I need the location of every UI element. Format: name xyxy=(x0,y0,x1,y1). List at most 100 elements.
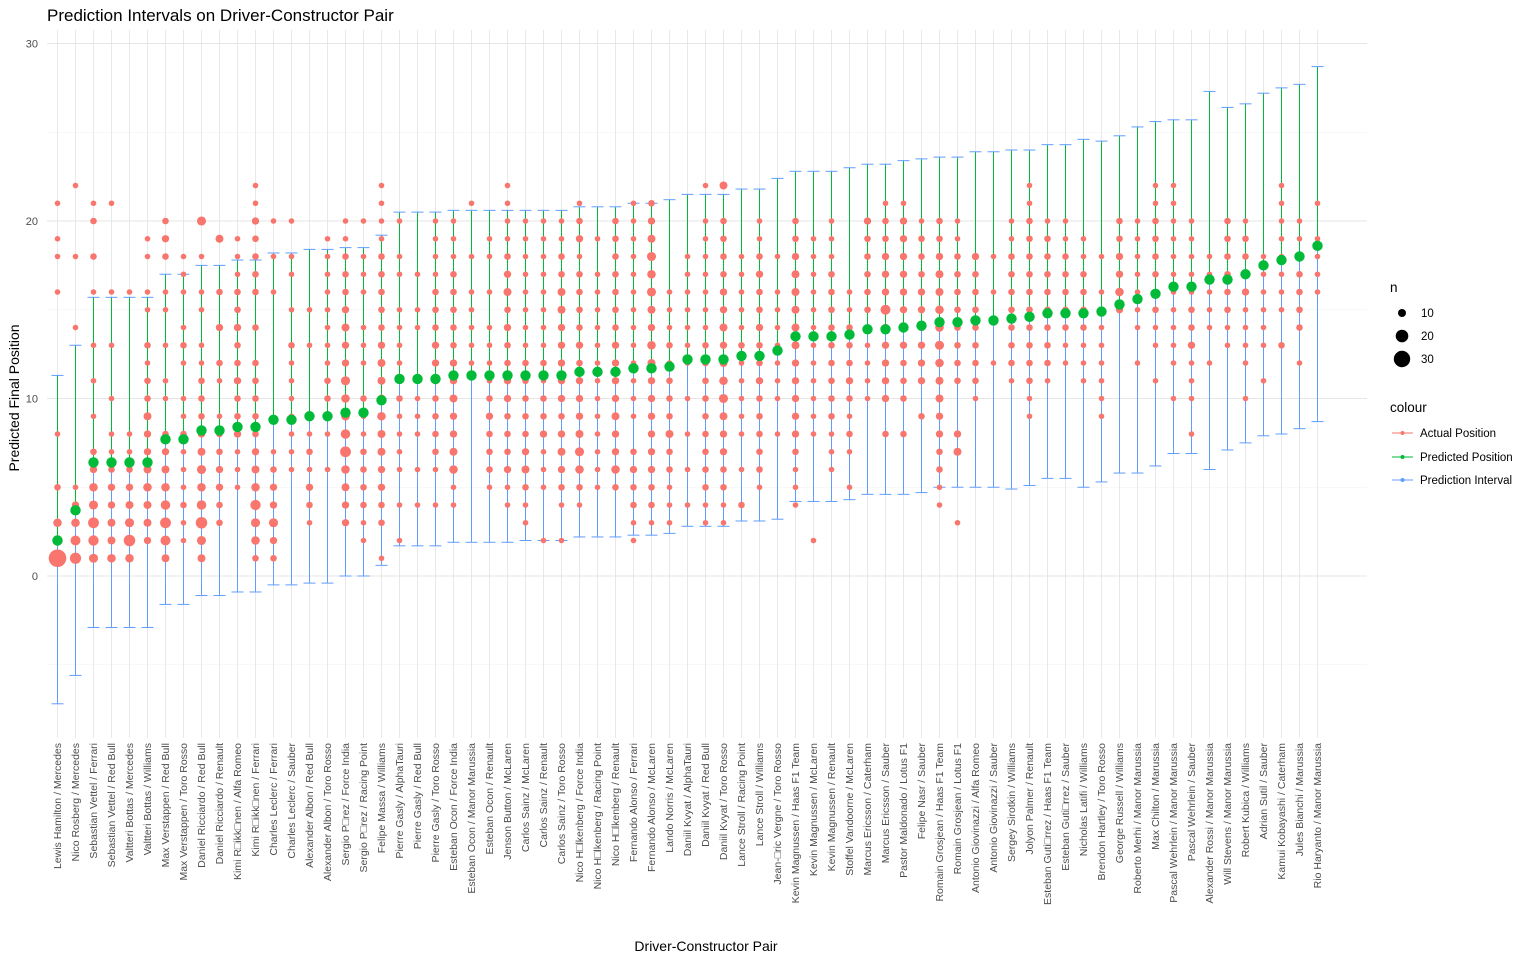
actual-position-point xyxy=(720,483,727,491)
actual-position-point xyxy=(288,271,295,278)
predicted-position-point xyxy=(538,370,549,381)
actual-position-point xyxy=(702,448,709,456)
x-tick-label: Jean-□ric Vergne / Toro Rosso xyxy=(772,743,784,885)
actual-position-point xyxy=(684,271,691,278)
actual-position-point xyxy=(863,217,872,225)
x-tick-label: Felipe Nasr / Sauber xyxy=(916,742,928,839)
actual-position-point xyxy=(1098,342,1105,349)
actual-position-point xyxy=(917,306,926,314)
actual-position-point xyxy=(990,289,997,295)
actual-position-point xyxy=(1026,306,1033,314)
actual-position-point xyxy=(702,395,709,402)
actual-position-point xyxy=(666,395,673,402)
actual-position-point xyxy=(360,537,367,544)
actual-position-point xyxy=(1260,253,1267,260)
actual-position-point xyxy=(251,448,260,456)
actual-position-point xyxy=(972,306,979,314)
actual-position-point xyxy=(791,305,800,314)
actual-position-point xyxy=(828,288,835,296)
x-tick-label: Will Stevens / Manor Marussia xyxy=(1222,743,1234,885)
actual-position-point xyxy=(540,448,547,455)
predicted-position-point xyxy=(862,324,873,335)
x-tick-label: Daniil Kvyat / Red Bull xyxy=(700,743,712,847)
actual-position-point xyxy=(1278,341,1285,349)
actual-position-point xyxy=(1008,359,1015,367)
actual-position-point xyxy=(288,431,295,437)
actual-position-point xyxy=(69,552,82,564)
actual-position-point xyxy=(504,218,511,224)
actual-position-point xyxy=(162,253,169,260)
actual-position-point xyxy=(1170,235,1177,242)
actual-position-point xyxy=(972,377,979,385)
actual-position-point xyxy=(1008,253,1015,260)
predicted-position-layer xyxy=(52,240,1323,546)
actual-position-point xyxy=(576,502,583,508)
actual-position-point xyxy=(504,359,511,367)
actual-position-point xyxy=(1224,253,1231,260)
actual-position-point xyxy=(216,519,223,527)
actual-position-point xyxy=(450,253,457,260)
actual-position-point xyxy=(1080,288,1087,296)
actual-position-point xyxy=(630,253,637,260)
x-tick-label: Sergey Sirotkin / Williams xyxy=(1006,743,1018,862)
actual-position-point xyxy=(666,377,673,385)
actual-position-point xyxy=(233,323,242,332)
actual-position-point xyxy=(882,200,889,207)
actual-position-point xyxy=(306,431,313,437)
actual-position-point xyxy=(468,289,475,295)
y-tick-label: 0 xyxy=(32,571,38,583)
actual-position-point xyxy=(126,431,133,437)
actual-position-point xyxy=(810,537,817,544)
actual-position-point xyxy=(900,430,907,438)
actual-position-point xyxy=(1116,217,1123,225)
actual-position-point xyxy=(810,324,817,331)
actual-position-point xyxy=(1170,342,1177,349)
predicted-position-point xyxy=(214,425,225,436)
actual-position-point xyxy=(1152,342,1159,349)
actual-position-point xyxy=(396,342,403,349)
actual-position-point xyxy=(432,466,439,473)
actual-position-point xyxy=(1242,306,1249,313)
actual-position-point xyxy=(340,446,351,458)
actual-position-point xyxy=(1080,342,1087,349)
actual-position-point xyxy=(1026,182,1033,189)
actual-position-point xyxy=(540,271,547,278)
actual-position-point xyxy=(612,253,619,260)
predicted-position-point xyxy=(718,354,729,365)
actual-position-point xyxy=(756,484,763,491)
actual-position-point xyxy=(396,537,403,544)
actual-position-point xyxy=(864,270,871,278)
actual-position-point xyxy=(377,465,386,474)
actual-position-point xyxy=(252,377,259,385)
actual-position-point xyxy=(1008,306,1015,314)
actual-position-point xyxy=(431,341,440,349)
actual-position-point xyxy=(1224,306,1231,314)
actual-position-point xyxy=(684,395,691,402)
actual-position-point xyxy=(378,270,385,278)
y-tick-label: 20 xyxy=(26,216,38,228)
actual-position-point xyxy=(756,235,763,242)
actual-position-point xyxy=(1062,342,1069,349)
x-tick-label: Pierre Gasly / Red Bull xyxy=(412,743,424,849)
actual-position-point xyxy=(324,377,331,385)
actual-position-point xyxy=(324,289,331,295)
actual-position-point xyxy=(630,413,637,420)
actual-position-point xyxy=(324,235,331,242)
actual-position-point xyxy=(450,306,457,314)
actual-position-point xyxy=(324,360,331,366)
actual-position-point xyxy=(270,466,277,473)
actual-position-point xyxy=(611,465,620,474)
actual-position-point xyxy=(846,430,853,438)
actual-position-point xyxy=(54,253,61,260)
actual-position-point xyxy=(558,218,565,224)
actual-position-point xyxy=(1116,235,1123,243)
actual-position-point xyxy=(648,199,655,207)
actual-position-point xyxy=(1134,253,1141,260)
actual-position-point xyxy=(1044,218,1051,224)
actual-position-point xyxy=(666,519,673,526)
actual-position-point xyxy=(360,271,367,278)
actual-position-point xyxy=(557,359,566,367)
actual-position-point xyxy=(360,395,367,402)
predicted-position-point xyxy=(988,315,999,326)
actual-position-point xyxy=(828,359,835,367)
